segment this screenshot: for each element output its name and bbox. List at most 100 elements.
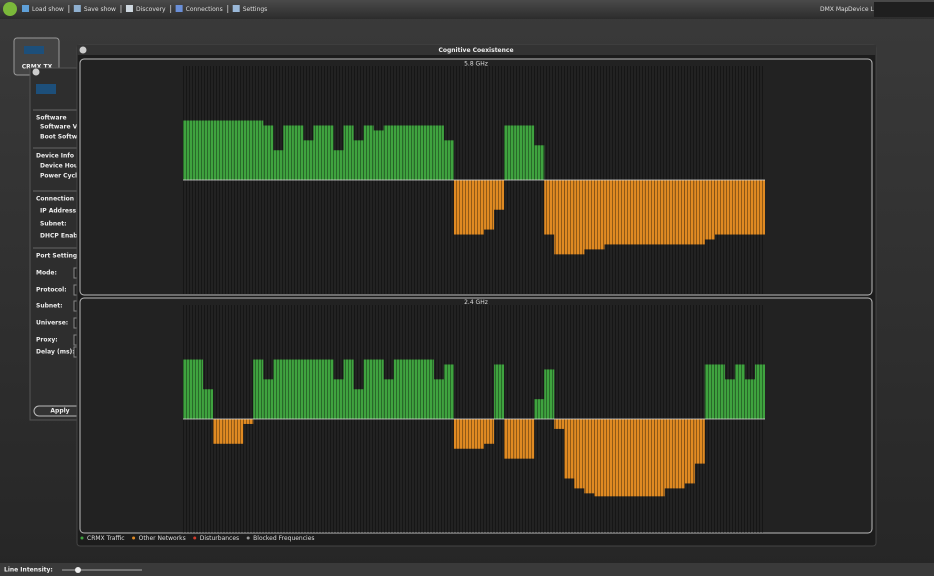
- section-title: Software: [36, 115, 67, 122]
- spectrum-bar: [604, 419, 615, 497]
- legend-dot: [132, 536, 136, 540]
- spectrum-bar: [754, 364, 765, 419]
- legend-dot: [80, 536, 84, 540]
- field-label: Device Hours:: [40, 163, 87, 170]
- spectrum-bar: [584, 419, 595, 494]
- spectrum-bar: [193, 120, 204, 180]
- spectrum-bar: [203, 389, 214, 419]
- spectrum-bar: [243, 419, 254, 424]
- legend-label: CRMX Traffic: [87, 535, 125, 542]
- spectrum-bar: [253, 120, 264, 180]
- spectrum-bar: [694, 419, 705, 464]
- spectrum-bar: [213, 120, 224, 180]
- field-label: Subnet:: [36, 303, 63, 310]
- close-button[interactable]: [79, 46, 87, 54]
- spectrum-bar: [634, 180, 645, 245]
- spectrum-bar: [183, 359, 194, 419]
- field-label: Delay (ms):: [36, 349, 75, 356]
- toolbar-item[interactable]: Connections: [186, 6, 223, 13]
- spectrum-bar: [413, 125, 424, 180]
- toolbar-item[interactable]: Load show: [32, 6, 64, 13]
- toolbar-icon: [232, 5, 240, 12]
- field-label: Boot Softwar: [40, 134, 84, 141]
- toolbar-icon: [125, 5, 133, 12]
- field-label: Protocol:: [36, 287, 67, 294]
- section-title: Port Settings: [36, 253, 81, 260]
- toolbar-item[interactable]: Settings: [243, 6, 268, 13]
- spectrum-bar: [333, 150, 344, 180]
- spectrum-bar: [223, 419, 234, 444]
- spectrum-bar: [323, 125, 334, 180]
- view-tab[interactable]: DMX Map: [820, 6, 849, 13]
- spectrum-bar: [433, 379, 444, 419]
- spectrum-bar: [343, 359, 354, 419]
- spectrum-bar: [233, 419, 244, 444]
- slider-thumb[interactable]: [75, 567, 81, 573]
- spectrum-bar: [504, 419, 515, 459]
- spectrum-bar: [654, 419, 665, 497]
- spectrum-bar: [233, 120, 244, 180]
- spectrum-bar: [273, 150, 284, 180]
- spectrum-bar: [263, 379, 274, 419]
- close-button[interactable]: [32, 68, 40, 76]
- footer-label: Line Intensity:: [4, 567, 53, 574]
- spectrum-bar: [584, 180, 595, 250]
- spectrum-bar: [373, 130, 384, 180]
- spectrum-bar: [474, 180, 485, 235]
- spectrum-bar: [704, 364, 715, 419]
- legend-label: Other Networks: [139, 535, 186, 542]
- spectrum-bar: [604, 180, 615, 245]
- toolbar-item[interactable]: Discovery: [136, 6, 166, 13]
- spectrum-bar: [494, 364, 505, 419]
- spectrum-bar: [193, 359, 204, 419]
- spectrum-bar: [724, 379, 735, 419]
- view-tab[interactable]: Device List: [848, 6, 882, 13]
- spectrum-bar: [283, 359, 294, 419]
- spectrum-bar: [564, 180, 575, 255]
- spectrum-bar: [213, 419, 224, 444]
- spectrum-bar: [684, 180, 695, 245]
- field-label: Power Cycles:: [40, 173, 87, 180]
- field-label: Proxy:: [36, 337, 58, 344]
- spectrum-bar: [283, 125, 294, 180]
- spectrum-bar: [293, 125, 304, 180]
- spectrum-bar: [644, 419, 655, 497]
- toolbar-icon: [73, 5, 81, 12]
- device-name: CRMX TX: [22, 64, 53, 71]
- spectrum-bar: [734, 180, 745, 235]
- spectrum-bar: [323, 359, 334, 419]
- spectrum-bar: [594, 180, 605, 250]
- spectrum-bar: [544, 369, 555, 419]
- spectrum-bar: [453, 180, 464, 235]
- spectrum-bar: [704, 180, 715, 240]
- toolbar-icon: [22, 5, 29, 12]
- spectrum-bar: [453, 419, 464, 449]
- spectrum-bar: [644, 180, 655, 245]
- spectrum-bar: [413, 359, 424, 419]
- toolbar: [0, 0, 934, 19]
- spectrum-bar: [534, 399, 545, 419]
- spectrum-bar: [754, 180, 765, 235]
- legend-dot: [246, 536, 250, 540]
- spectrum-bar: [744, 379, 755, 419]
- spectrum-bar: [514, 419, 525, 459]
- spectrum-bar: [744, 180, 755, 235]
- spectrum-bar: [484, 180, 495, 230]
- logo: [3, 2, 17, 16]
- field-label: Universe:: [36, 320, 68, 327]
- spectrum-bar: [393, 359, 404, 419]
- field-label: Software Vers: [40, 124, 88, 131]
- toolbar-item[interactable]: Save show: [84, 6, 116, 13]
- spectrum-bar: [624, 419, 635, 497]
- spectrum-bar: [534, 145, 545, 180]
- spectrum-bar: [554, 419, 565, 429]
- section-title: Connection: [36, 196, 74, 203]
- spectrum-bar: [263, 125, 274, 180]
- chart-title: 5.8 GHz: [464, 61, 488, 68]
- spectrum-bar: [664, 180, 675, 245]
- spectrum-bar: [494, 180, 505, 210]
- spectrum-bar: [353, 140, 364, 180]
- spectrum-bar: [303, 359, 314, 419]
- spectrum-bar: [183, 120, 194, 180]
